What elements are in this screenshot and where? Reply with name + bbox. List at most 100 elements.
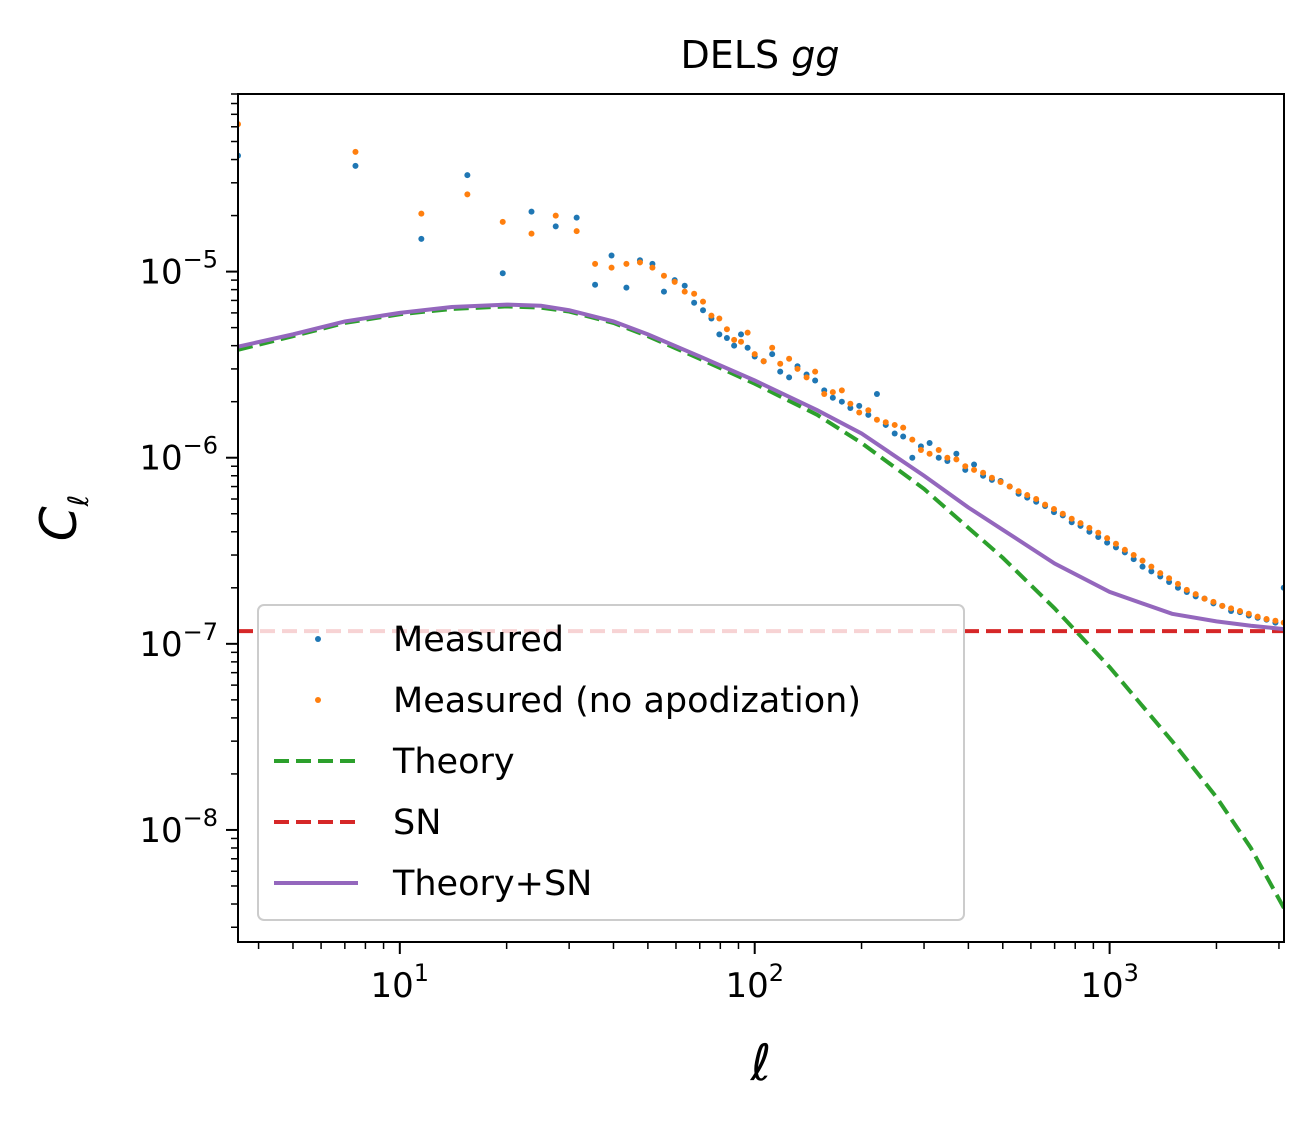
data-point — [917, 447, 924, 454]
axes: 101 102 103 10−5 10−6 10−7 10−8 — [139, 93, 1285, 1006]
data-point — [760, 358, 767, 365]
data-point — [1006, 483, 1013, 490]
y-tick-label: 10−5 — [139, 246, 218, 293]
data-point — [1050, 506, 1057, 513]
data-point — [671, 278, 678, 285]
data-point — [1228, 605, 1235, 612]
data-point — [1104, 535, 1111, 542]
data-point — [528, 208, 535, 215]
data-point — [464, 172, 471, 179]
data-point — [838, 387, 845, 394]
data-point — [464, 191, 471, 198]
data-point — [1139, 557, 1146, 564]
data-point — [418, 235, 425, 242]
y-tick-label: 10−6 — [139, 432, 218, 479]
data-point — [777, 368, 784, 375]
data-point — [838, 398, 845, 405]
x-tick-label: 101 — [371, 959, 430, 1006]
data-point — [418, 210, 425, 217]
data-point — [847, 404, 854, 411]
data-point — [1077, 520, 1084, 527]
chart-title: DELS gg — [681, 33, 840, 77]
data-point — [882, 419, 889, 426]
data-point — [649, 264, 656, 271]
data-point — [1042, 501, 1049, 508]
y-axis-label-sub: ℓ — [62, 495, 95, 508]
data-point — [769, 351, 776, 358]
data-point — [829, 394, 836, 401]
data-point — [909, 436, 916, 443]
data-point — [744, 344, 751, 351]
data-point — [829, 389, 836, 396]
chart-title-italic: gg — [791, 33, 839, 77]
data-point — [723, 334, 730, 341]
series-line — [238, 302, 1284, 632]
chart-title-main: DELS — [681, 33, 780, 77]
data-point — [1192, 591, 1199, 598]
series-theory-sn — [238, 302, 1284, 632]
data-point — [812, 368, 819, 375]
data-point — [352, 148, 359, 155]
data-point — [528, 230, 535, 237]
data-point — [1272, 617, 1279, 624]
data-point — [723, 326, 730, 333]
y-axis-label-main: C — [30, 506, 88, 541]
data-point — [700, 307, 707, 314]
data-point — [1166, 575, 1173, 582]
data-point — [777, 360, 784, 367]
data-point — [1112, 540, 1119, 547]
data-point — [980, 469, 987, 476]
data-point — [731, 336, 738, 343]
legend-item-measured-no-apodization: Measured (no apodization) — [315, 681, 861, 721]
legend-label: Theory+SN — [392, 864, 592, 904]
data-point — [856, 402, 863, 409]
data-point — [953, 456, 960, 463]
data-point — [847, 400, 854, 407]
data-point — [636, 259, 643, 266]
data-point — [900, 424, 907, 431]
data-point — [1130, 556, 1137, 563]
data-point — [573, 214, 580, 221]
data-point — [988, 474, 995, 481]
legend-label: SN — [393, 803, 441, 843]
data-point — [573, 228, 580, 235]
data-point — [1024, 492, 1031, 499]
data-point — [1174, 580, 1181, 587]
data-point — [926, 450, 933, 457]
data-point — [716, 315, 723, 322]
data-point — [1254, 613, 1261, 620]
legend-label: Measured — [393, 620, 564, 660]
data-point — [681, 288, 688, 295]
data-point — [1148, 563, 1155, 570]
data-point — [1148, 568, 1155, 575]
data-point — [592, 260, 599, 267]
x-tick-label: 102 — [725, 959, 784, 1006]
data-point — [873, 416, 880, 423]
data-point — [891, 430, 898, 437]
data-point — [935, 447, 942, 454]
data-point — [873, 390, 880, 397]
data-point — [1121, 546, 1128, 553]
series-layer — [238, 121, 1284, 910]
data-point — [751, 351, 758, 358]
data-point — [865, 407, 872, 414]
x-tick-label: 103 — [1080, 959, 1139, 1006]
data-point — [812, 377, 819, 384]
legend-label: Theory — [392, 742, 515, 782]
data-point — [1086, 524, 1093, 531]
data-point — [786, 374, 793, 381]
data-point — [935, 454, 942, 461]
data-point — [691, 299, 698, 306]
data-point — [1157, 570, 1164, 577]
data-point — [660, 288, 667, 295]
legend-item-theory: Theory — [274, 742, 515, 782]
data-point — [552, 223, 559, 230]
plot-frame — [237, 93, 1285, 943]
data-point — [944, 454, 951, 461]
data-point — [1201, 595, 1208, 602]
data-point — [1095, 529, 1102, 536]
data-point — [731, 342, 738, 349]
legend-marker — [315, 697, 321, 703]
y-axis-label: Cℓ — [30, 495, 95, 542]
data-point — [1219, 602, 1226, 609]
